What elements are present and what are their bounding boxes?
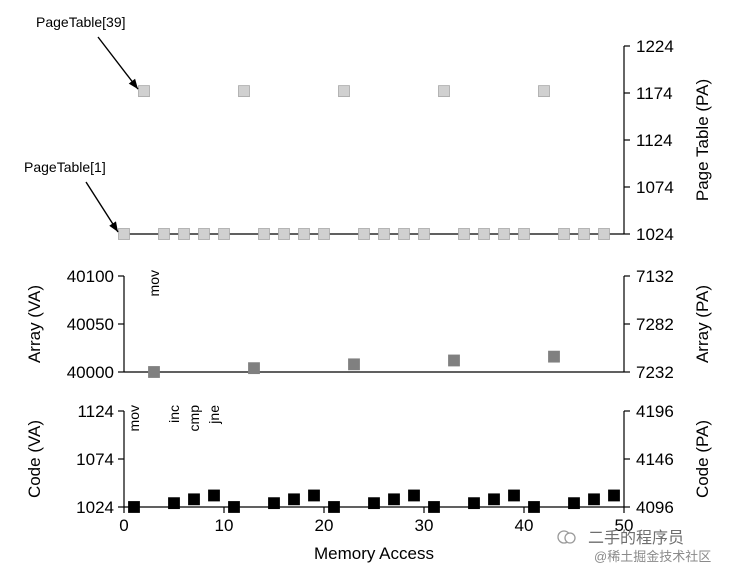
array-right-axis-title: Array (PA) (693, 285, 712, 363)
array-instruction-label: mov (146, 270, 162, 296)
page-table-data-point (518, 228, 530, 240)
array-left-tick-label: 40000 (67, 363, 114, 382)
page-table-data-point (418, 228, 430, 240)
code-data-point (228, 501, 240, 513)
annotation-arrowhead (109, 221, 118, 232)
code-right-axis-title: Code (PA) (693, 420, 712, 498)
array-right-tick-label: 7282 (636, 315, 674, 334)
array-data-point (548, 350, 560, 363)
page-table-right-tick-label: 1224 (636, 37, 674, 56)
code-data-point (328, 501, 340, 513)
code-data-point (168, 497, 180, 510)
array-left-tick-label: 40100 (67, 267, 114, 286)
code-data-point (408, 489, 420, 502)
array-data-point (448, 354, 460, 367)
annotation-arrowhead (128, 78, 138, 90)
page-table-data-point (498, 228, 510, 240)
x-tick-label: 50 (615, 516, 634, 535)
code-left-axis-title: Code (VA) (25, 420, 44, 498)
code-data-point (268, 497, 280, 510)
array-left-tick-label: 40050 (67, 315, 114, 334)
code-data-point (388, 493, 400, 506)
code-instruction-label: jne (206, 405, 222, 425)
x-tick-label: 30 (415, 516, 434, 535)
watermark-subtitle: @稀土掘金技术社区 (594, 549, 711, 564)
page-table-right-tick-label: 1074 (636, 178, 674, 197)
code-instruction-label: cmp (186, 405, 202, 432)
page-table-data-point (538, 85, 550, 98)
page-table-data-point (378, 228, 390, 240)
code-data-point (208, 489, 220, 502)
array-left-axis-title: Array (VA) (25, 285, 44, 363)
x-tick-label: 20 (315, 516, 334, 535)
code-data-point (488, 493, 500, 506)
code-data-point (288, 493, 300, 506)
code-left-tick-label: 1124 (77, 402, 114, 421)
code-left-tick-label: 1074 (76, 450, 114, 469)
page-table-data-point (158, 228, 170, 240)
page-table-data-point (278, 228, 290, 240)
page-table-data-point (198, 228, 210, 240)
array-right-tick-label: 7132 (636, 267, 674, 286)
array-data-point (148, 366, 160, 378)
page-table-data-point (598, 228, 610, 240)
chat-bubble-icon (557, 530, 576, 544)
code-data-point (368, 497, 380, 510)
code-data-point (428, 501, 440, 513)
page-table-data-point (338, 85, 350, 98)
page-table-data-point (578, 228, 590, 240)
page-table-data-point (318, 228, 330, 240)
page-table-data-point (298, 228, 310, 240)
page-table-data-point (238, 85, 250, 98)
page-table-right-axis-title: Page Table (PA) (693, 79, 712, 201)
code-instruction-label: inc (166, 405, 182, 423)
x-tick-label: 10 (215, 516, 234, 535)
page-table-data-point (458, 228, 470, 240)
annotation-arrow (97, 36, 139, 90)
page-table-right-tick-label: 1124 (636, 131, 673, 150)
page-table-data-point (398, 228, 410, 240)
x-axis-title: Memory Access (314, 544, 434, 563)
x-tick-label: 0 (119, 516, 128, 535)
code-instruction-label: mov (126, 405, 142, 431)
page-table-data-point (118, 228, 130, 240)
page-table-data-point (558, 228, 570, 240)
code-data-point (568, 497, 580, 510)
code-data-point (608, 489, 620, 502)
code-data-point (468, 497, 480, 510)
code-data-point (188, 493, 200, 506)
code-data-point (308, 489, 320, 502)
code-data-point (528, 501, 540, 513)
page-table-right-tick-label: 1024 (636, 225, 674, 244)
code-right-tick-label: 4196 (636, 402, 674, 421)
array-data-point (348, 358, 360, 371)
page-table-data-point (178, 228, 190, 240)
code-right-tick-label: 4146 (636, 450, 674, 469)
page-table-data-point (138, 85, 150, 98)
array-right-tick-label: 7232 (636, 363, 674, 382)
page-table-data-point (358, 228, 370, 240)
code-data-point (128, 501, 140, 513)
annotation-label: PageTable[1] (24, 159, 106, 175)
page-table-data-point (258, 228, 270, 240)
page-table-data-point (218, 228, 230, 240)
page-table-right-tick-label: 1174 (636, 84, 673, 103)
code-data-point (588, 493, 600, 506)
page-table-data-point (478, 228, 490, 240)
annotation-label: PageTable[39] (36, 14, 126, 30)
watermark-title: 二手的程序员 (588, 529, 684, 547)
code-data-point (508, 489, 520, 502)
code-right-tick-label: 4096 (636, 498, 674, 517)
code-left-tick-label: 1024 (76, 498, 114, 517)
x-tick-label: 40 (515, 516, 534, 535)
page-table-data-point (438, 85, 450, 98)
array-data-point (248, 362, 260, 375)
